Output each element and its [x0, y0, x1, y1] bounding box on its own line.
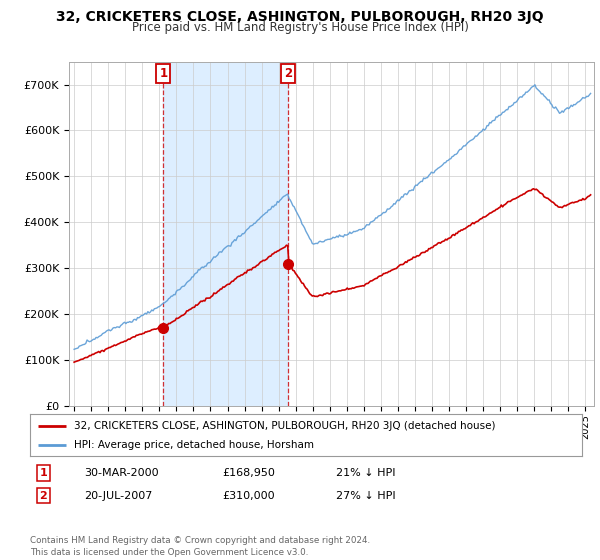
Text: 27% ↓ HPI: 27% ↓ HPI [336, 491, 395, 501]
Text: 32, CRICKETERS CLOSE, ASHINGTON, PULBOROUGH, RH20 3JQ: 32, CRICKETERS CLOSE, ASHINGTON, PULBORO… [56, 10, 544, 24]
Text: 1: 1 [159, 67, 167, 80]
Text: 30-MAR-2000: 30-MAR-2000 [84, 468, 158, 478]
Text: Price paid vs. HM Land Registry's House Price Index (HPI): Price paid vs. HM Land Registry's House … [131, 21, 469, 34]
Text: HPI: Average price, detached house, Horsham: HPI: Average price, detached house, Hors… [74, 440, 314, 450]
Text: £310,000: £310,000 [222, 491, 275, 501]
Text: 1: 1 [40, 468, 47, 478]
Text: Contains HM Land Registry data © Crown copyright and database right 2024.
This d: Contains HM Land Registry data © Crown c… [30, 536, 370, 557]
Text: 20-JUL-2007: 20-JUL-2007 [84, 491, 152, 501]
Text: £168,950: £168,950 [222, 468, 275, 478]
Text: 21% ↓ HPI: 21% ↓ HPI [336, 468, 395, 478]
Bar [163, 62, 288, 406]
Text: 2: 2 [40, 491, 47, 501]
Text: 2: 2 [284, 67, 292, 80]
Text: 32, CRICKETERS CLOSE, ASHINGTON, PULBOROUGH, RH20 3JQ (detached house): 32, CRICKETERS CLOSE, ASHINGTON, PULBORO… [74, 421, 496, 431]
